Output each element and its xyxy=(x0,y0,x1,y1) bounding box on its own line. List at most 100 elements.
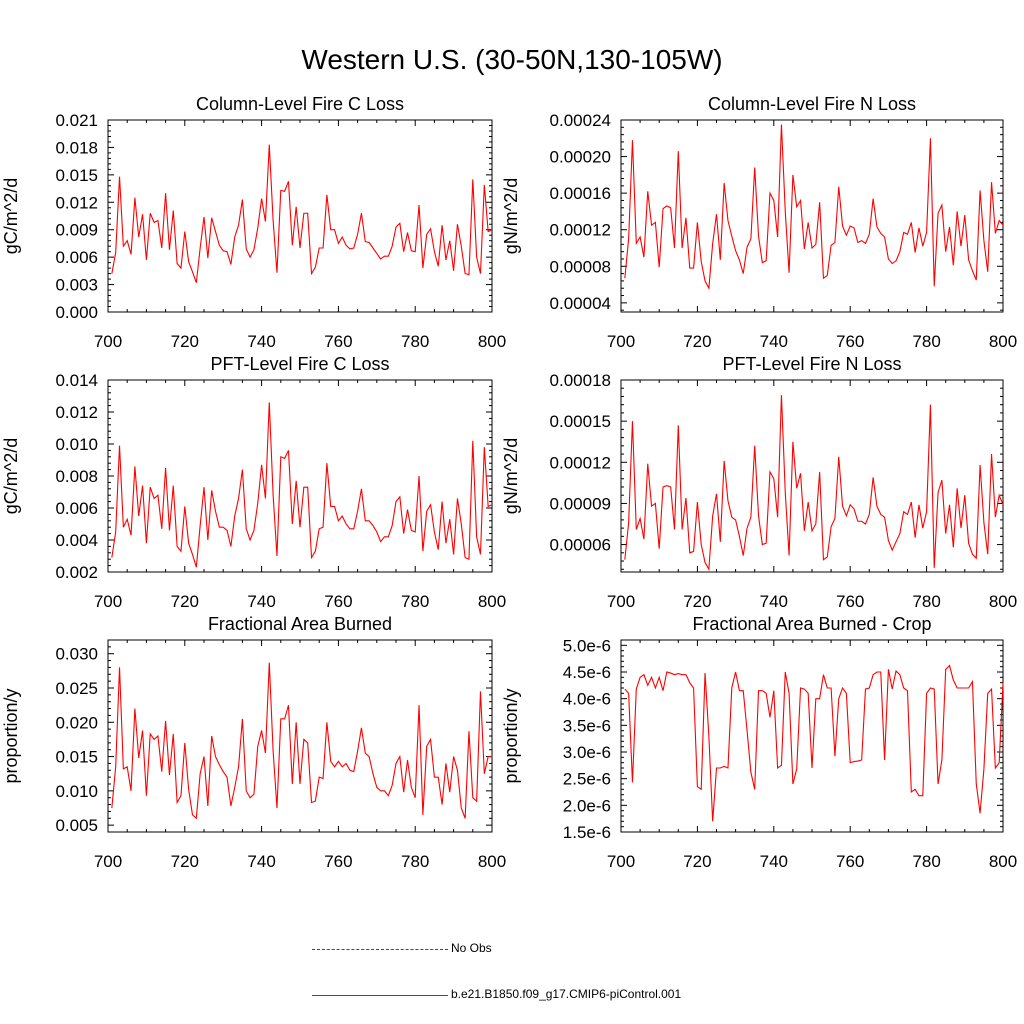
x-tick-label: 760 xyxy=(324,332,352,351)
panel-title: Fractional Area Burned - Crop xyxy=(692,614,931,634)
y-tick-label: 2.5e-6 xyxy=(563,770,611,789)
y-tick-label: 2.0e-6 xyxy=(563,796,611,815)
x-tick-label: 720 xyxy=(171,592,199,611)
panel-4: PFT-Level Fire N Loss gN/m^2/d 700 720 740 76… xyxy=(501,354,1017,611)
legend-label-no-obs: No Obs xyxy=(451,941,492,955)
y-axis-label: proportion/y xyxy=(501,688,521,783)
panel-6: Fractional Area Burned - Crop proportion/… xyxy=(501,614,1017,871)
y-tick-label: 0.030 xyxy=(55,645,98,664)
x-tick-label: 780 xyxy=(912,332,940,351)
x-tick-label: 780 xyxy=(912,852,940,871)
x-tick-label: 700 xyxy=(94,592,122,611)
series-line xyxy=(111,402,493,568)
x-tick-label: 740 xyxy=(247,332,275,351)
y-tick-label: 0.015 xyxy=(55,748,98,767)
x-tick-label: 780 xyxy=(401,852,429,871)
x-tick-label: 720 xyxy=(683,332,711,351)
legend-label-run: b.e21.B1850.f09_g17.CMIP6-piControl.001 xyxy=(451,987,682,1001)
x-tick-label: 760 xyxy=(324,592,352,611)
panel-1: Column-Level Fire C Loss gC/m^2/d 700 720 74… xyxy=(1,94,506,351)
y-axis-label: proportion/y xyxy=(1,688,21,783)
x-tick-label: 740 xyxy=(760,852,788,871)
figure-title: Western U.S. (30-50N,130-105W) xyxy=(301,44,723,75)
y-tick-label: 0.006 xyxy=(55,499,98,518)
y-tick-label: 3.0e-6 xyxy=(563,743,611,762)
y-tick-label: 0.00008 xyxy=(550,257,611,276)
y-tick-label: 3.5e-6 xyxy=(563,716,611,735)
y-tick-label: 4.5e-6 xyxy=(563,663,611,682)
y-axis-label: gN/m^2/d xyxy=(501,178,521,254)
y-tick-label: 0.025 xyxy=(55,679,98,698)
y-tick-label: 0.015 xyxy=(55,166,98,185)
y-tick-label: 0.00020 xyxy=(550,148,611,167)
x-tick-label: 800 xyxy=(478,852,506,871)
x-tick-label: 780 xyxy=(401,592,429,611)
y-tick-label: 0.00009 xyxy=(550,494,611,513)
y-tick-label: 0.00016 xyxy=(550,184,611,203)
y-tick-label: 0.010 xyxy=(55,782,98,801)
x-tick-label: 740 xyxy=(760,332,788,351)
y-tick-label: 0.006 xyxy=(55,248,98,267)
x-tick-label: 760 xyxy=(836,332,864,351)
x-tick-label: 700 xyxy=(94,332,122,351)
y-tick-label: 0.012 xyxy=(55,403,98,422)
x-tick-label: 700 xyxy=(94,852,122,871)
x-tick-label: 700 xyxy=(607,592,635,611)
legend-item-no-obs: No Obs xyxy=(312,940,572,960)
x-tick-label: 720 xyxy=(171,332,199,351)
y-tick-label: 0.003 xyxy=(55,276,98,295)
legend-swatch-run xyxy=(312,995,448,996)
panel-title: PFT-Level Fire N Loss xyxy=(722,354,901,374)
y-tick-label: 4.0e-6 xyxy=(563,690,611,709)
x-tick-label: 720 xyxy=(171,852,199,871)
x-tick-label: 800 xyxy=(478,592,506,611)
y-tick-label: 0.014 xyxy=(55,371,98,390)
x-tick-label: 700 xyxy=(607,332,635,351)
x-tick-label: 760 xyxy=(836,592,864,611)
y-tick-label: 1.5e-6 xyxy=(563,823,611,842)
x-tick-label: 740 xyxy=(247,592,275,611)
series-line xyxy=(624,395,1004,572)
y-tick-label: 0.021 xyxy=(55,111,98,130)
x-tick-label: 720 xyxy=(683,852,711,871)
y-tick-label: 0.004 xyxy=(55,531,98,550)
series-line xyxy=(111,662,492,820)
plot-frame xyxy=(107,119,493,313)
y-tick-label: 0.00012 xyxy=(550,453,611,472)
y-tick-label: 5.0e-6 xyxy=(563,636,611,655)
panel-title: Fractional Area Burned xyxy=(208,614,392,634)
y-tick-label: 0.00018 xyxy=(550,371,611,390)
series-line xyxy=(624,124,1004,291)
panel-5: Fractional Area Burned proportion/y 700 720… xyxy=(1,614,506,871)
y-tick-label: 0.005 xyxy=(55,816,98,835)
x-tick-label: 800 xyxy=(478,332,506,351)
series-line xyxy=(111,144,493,283)
y-tick-label: 0.020 xyxy=(55,713,98,732)
y-tick-label: 0.002 xyxy=(55,563,98,582)
x-tick-label: 800 xyxy=(989,592,1017,611)
panel-3: PFT-Level Fire C Loss gC/m^2/d 700 720 740 76… xyxy=(1,354,506,611)
plot-frame xyxy=(107,639,493,833)
x-tick-label: 780 xyxy=(912,592,940,611)
y-tick-label: 0.00006 xyxy=(550,536,611,555)
x-tick-label: 780 xyxy=(401,332,429,351)
y-tick-label: 0.000 xyxy=(55,303,98,322)
y-tick-label: 0.00004 xyxy=(550,294,611,313)
y-tick-label: 0.008 xyxy=(55,467,98,486)
panel-2: Column-Level Fire N Loss gN/m^2/d 700 720 74… xyxy=(501,94,1017,351)
y-tick-label: 0.018 xyxy=(55,138,98,157)
y-tick-label: 0.00015 xyxy=(550,412,611,431)
x-tick-label: 740 xyxy=(760,592,788,611)
x-tick-label: 800 xyxy=(989,852,1017,871)
x-tick-label: 720 xyxy=(683,592,711,611)
y-tick-label: 0.00024 xyxy=(550,111,611,130)
legend-item-run: b.e21.B1850.f09_g17.CMIP6-piControl.001 xyxy=(312,986,812,1006)
plot-frame xyxy=(620,379,1004,573)
series-line xyxy=(624,664,1004,822)
y-axis-label: gC/m^2/d xyxy=(1,178,21,254)
legend-swatch-no-obs xyxy=(312,949,448,950)
x-tick-label: 760 xyxy=(324,852,352,871)
plot-frame xyxy=(620,119,1004,313)
x-tick-label: 760 xyxy=(836,852,864,871)
